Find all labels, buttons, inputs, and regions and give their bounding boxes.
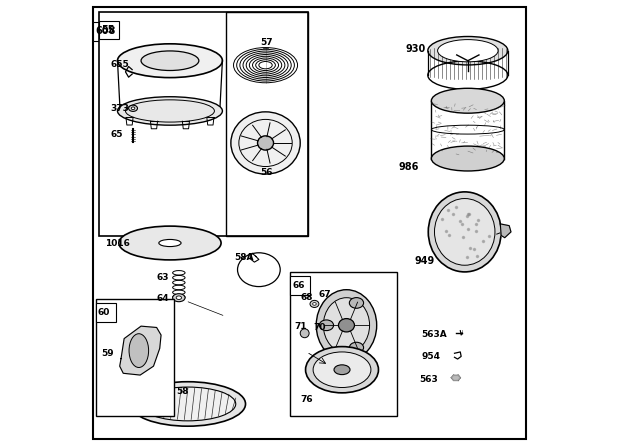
Ellipse shape [316,290,377,361]
Text: 954: 954 [421,352,440,361]
Ellipse shape [140,387,236,421]
Ellipse shape [141,51,199,70]
Text: 373: 373 [111,104,130,113]
Ellipse shape [324,297,370,353]
Ellipse shape [119,226,221,260]
Text: 67: 67 [319,290,332,299]
Bar [93,22,122,41]
Text: 76: 76 [300,396,313,405]
Text: 608: 608 [95,26,115,37]
Text: 58: 58 [177,387,189,396]
Text: 65: 65 [111,130,123,139]
Ellipse shape [435,198,495,265]
Ellipse shape [117,44,223,78]
Text: 58A: 58A [234,253,254,262]
Ellipse shape [130,382,246,426]
Ellipse shape [128,105,138,112]
Ellipse shape [319,320,334,330]
Ellipse shape [339,318,355,332]
Bar [99,21,119,39]
Bar [290,277,311,295]
Text: 59: 59 [101,349,113,358]
Bar [226,12,308,236]
Text: 563: 563 [419,375,438,384]
Ellipse shape [310,300,319,307]
Ellipse shape [231,112,300,174]
Text: 1016: 1016 [105,240,130,248]
Ellipse shape [334,365,350,375]
Text: 68: 68 [300,293,312,302]
Ellipse shape [129,334,149,368]
Text: 56: 56 [260,168,273,177]
Text: 63: 63 [157,273,169,282]
Ellipse shape [432,88,504,113]
Text: 70: 70 [314,323,326,332]
Ellipse shape [117,97,223,125]
Text: 71: 71 [294,322,307,331]
Ellipse shape [176,296,182,299]
Bar [95,303,116,322]
Bar [99,12,308,236]
Ellipse shape [313,352,371,388]
Ellipse shape [172,294,185,301]
Text: eReplacementParts.com: eReplacementParts.com [238,216,382,230]
Text: 55: 55 [101,25,115,35]
Ellipse shape [349,342,363,353]
Text: 930: 930 [405,44,426,54]
Ellipse shape [428,192,501,272]
Text: 563A: 563A [421,330,447,339]
Ellipse shape [349,297,363,308]
Ellipse shape [432,146,504,171]
Text: 60: 60 [98,308,110,317]
Ellipse shape [300,329,309,338]
Ellipse shape [438,40,498,62]
Polygon shape [500,224,511,238]
Polygon shape [250,253,259,262]
Text: 66: 66 [292,281,304,290]
Bar [95,298,174,417]
Bar [290,272,397,417]
Ellipse shape [306,347,378,393]
Ellipse shape [131,107,135,110]
Text: 949: 949 [415,256,435,266]
Polygon shape [120,326,161,375]
Ellipse shape [312,302,316,305]
Text: 57: 57 [260,38,273,47]
Text: 655: 655 [111,60,130,69]
Text: 986: 986 [399,162,419,173]
Ellipse shape [257,136,273,150]
Ellipse shape [159,240,181,247]
Polygon shape [451,375,460,380]
Text: 64: 64 [157,294,169,303]
Ellipse shape [428,37,508,65]
